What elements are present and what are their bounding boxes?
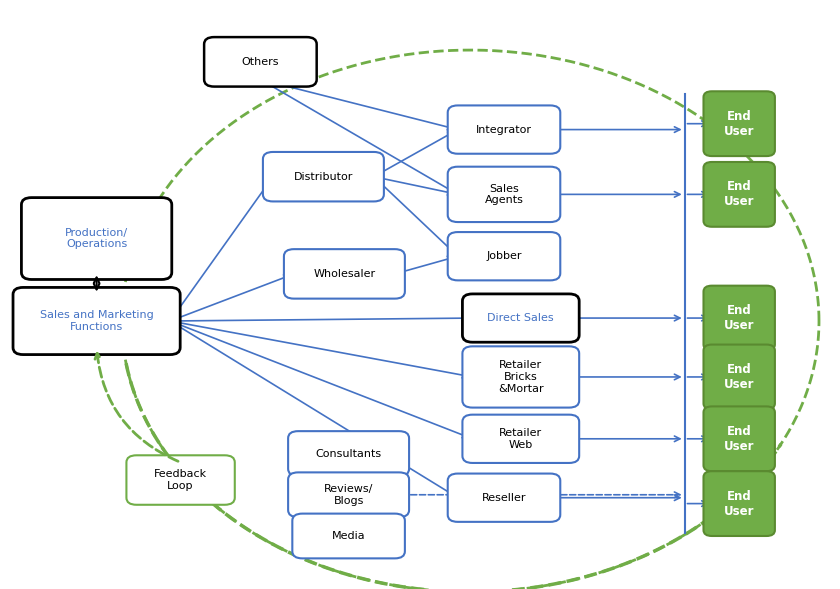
Text: Others: Others	[242, 57, 279, 67]
FancyBboxPatch shape	[703, 91, 774, 156]
Text: Direct Sales: Direct Sales	[487, 313, 554, 323]
FancyBboxPatch shape	[292, 514, 405, 558]
FancyBboxPatch shape	[284, 249, 405, 299]
Text: Jobber: Jobber	[486, 252, 522, 261]
Text: Reviews/
Blogs: Reviews/ Blogs	[324, 484, 373, 505]
Text: End
User: End User	[724, 425, 754, 453]
FancyBboxPatch shape	[703, 345, 774, 409]
FancyBboxPatch shape	[448, 105, 560, 154]
FancyBboxPatch shape	[703, 471, 774, 536]
Text: Wholesaler: Wholesaler	[313, 269, 375, 279]
Text: Sales
Agents: Sales Agents	[485, 184, 523, 205]
FancyBboxPatch shape	[263, 152, 384, 201]
FancyBboxPatch shape	[448, 167, 560, 222]
FancyBboxPatch shape	[288, 431, 409, 476]
Text: Integrator: Integrator	[476, 125, 532, 134]
FancyBboxPatch shape	[448, 474, 560, 522]
FancyBboxPatch shape	[22, 198, 171, 280]
FancyBboxPatch shape	[462, 415, 580, 463]
FancyBboxPatch shape	[462, 294, 580, 342]
FancyBboxPatch shape	[13, 287, 180, 355]
Text: Feedback
Loop: Feedback Loop	[154, 469, 207, 491]
Text: End
User: End User	[724, 304, 754, 332]
FancyBboxPatch shape	[288, 472, 409, 517]
Text: End
User: End User	[724, 489, 754, 518]
FancyBboxPatch shape	[703, 286, 774, 350]
FancyBboxPatch shape	[204, 37, 317, 87]
Text: End
User: End User	[724, 180, 754, 209]
Text: Retailer
Bricks
&Mortar: Retailer Bricks &Mortar	[498, 360, 543, 393]
Text: Consultants: Consultants	[316, 449, 381, 458]
Text: Media: Media	[332, 531, 365, 541]
Text: End
User: End User	[724, 363, 754, 391]
FancyBboxPatch shape	[126, 455, 234, 505]
Text: End
User: End User	[724, 110, 754, 138]
FancyBboxPatch shape	[703, 406, 774, 471]
Text: Production/
Operations: Production/ Operations	[65, 228, 129, 249]
Text: Retailer
Web: Retailer Web	[499, 428, 543, 449]
FancyBboxPatch shape	[448, 232, 560, 280]
FancyBboxPatch shape	[703, 162, 774, 227]
Text: Sales and Marketing
Functions: Sales and Marketing Functions	[39, 310, 154, 332]
Text: Distributor: Distributor	[294, 172, 353, 181]
Text: Reseller: Reseller	[482, 493, 526, 502]
FancyBboxPatch shape	[462, 346, 580, 408]
